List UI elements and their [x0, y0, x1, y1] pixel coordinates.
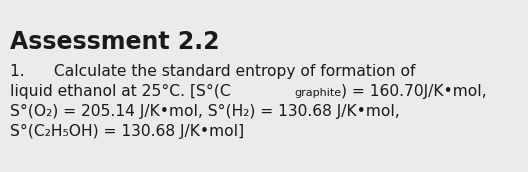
Text: graphite: graphite — [295, 88, 342, 98]
Text: 1.      Calculate the standard entropy of formation of: 1. Calculate the standard entropy of for… — [10, 64, 416, 79]
Text: Assessment 2.2: Assessment 2.2 — [10, 30, 220, 54]
Text: S°(C₂H₅OH) = 130.68 J/K•mol]: S°(C₂H₅OH) = 130.68 J/K•mol] — [10, 124, 244, 139]
Text: ) = 160.70J/K•mol,: ) = 160.70J/K•mol, — [342, 84, 487, 99]
Text: S°(O₂) = 205.14 J/K•mol, S°(H₂) = 130.68 J/K•mol,: S°(O₂) = 205.14 J/K•mol, S°(H₂) = 130.68… — [10, 104, 400, 119]
Text: liquid ethanol at 25°C. [S°(C: liquid ethanol at 25°C. [S°(C — [10, 84, 231, 99]
